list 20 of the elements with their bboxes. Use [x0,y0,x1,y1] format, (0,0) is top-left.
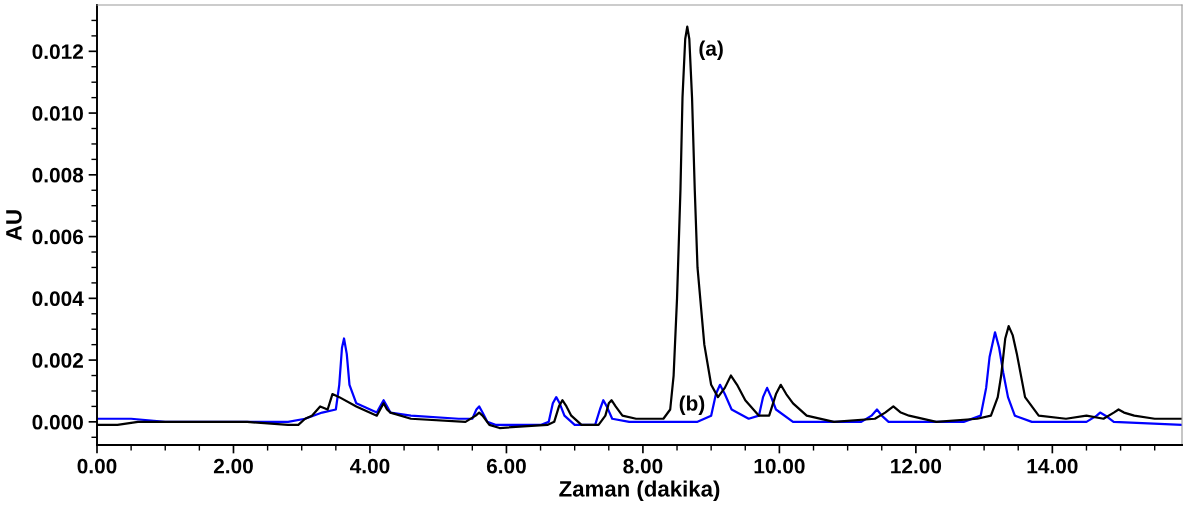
x-tick-label: 0.00 [77,458,117,474]
x-tick-label: 4.00 [350,458,390,474]
line-series [97,331,1182,427]
y-tick-label: 0.002 [32,353,83,368]
x-tick-label: 10.00 [754,458,805,474]
annotation: (b) [679,395,705,415]
y-tick-label: 0.000 [32,414,83,430]
x-tick-label: 14.00 [1027,458,1078,474]
y-tick-label: 0.008 [32,167,84,183]
y-axis-title: AU [6,210,22,241]
y-tick-label: 0.004 [32,291,84,307]
y-tick-label: 0.010 [32,106,83,121]
x-tick-label: 6.00 [486,458,526,474]
x-axis-title: Zaman (dakika) [559,480,720,502]
y-tick-label: 0.006 [32,229,84,245]
y-tick-label: 0.012 [32,44,83,60]
x-tick-label: 8.00 [623,458,663,474]
x-tick-label: 12.00 [891,458,942,474]
x-tick-label: 2.00 [213,458,253,474]
annotation: (a) [699,40,723,60]
